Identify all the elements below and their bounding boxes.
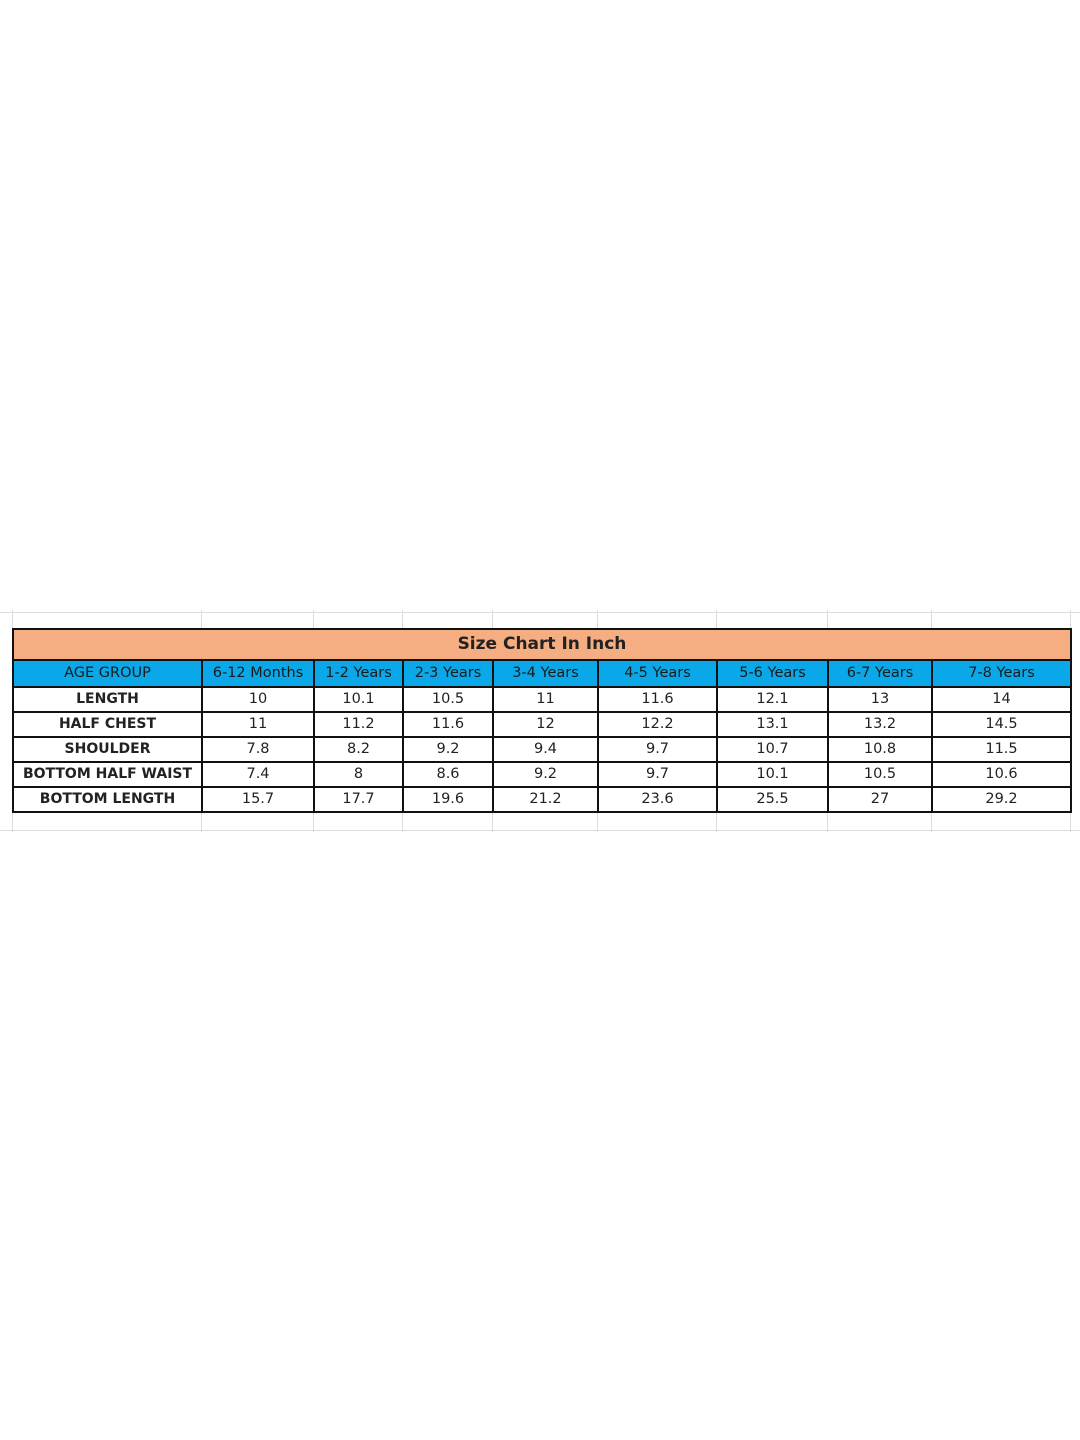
header-row: AGE GROUP 6-12 Months 1-2 Years 2-3 Years 3-… bbox=[12, 659, 1072, 688]
header-cell: 1-2 Years bbox=[313, 659, 404, 688]
table-cell: 11.5 bbox=[931, 736, 1072, 763]
table-cell: 7.4 bbox=[201, 761, 315, 788]
table-cell: 10 bbox=[201, 686, 315, 713]
table-cell: 10.5 bbox=[827, 761, 933, 788]
table-cell: 11 bbox=[492, 686, 599, 713]
header-age-group: AGE GROUP bbox=[12, 659, 203, 688]
table-cell: 12.2 bbox=[597, 711, 718, 738]
table-cell: 10.1 bbox=[716, 761, 829, 788]
table-cell: 11 bbox=[201, 711, 315, 738]
row-label: HALF CHEST bbox=[12, 711, 203, 738]
table-cell: 10.7 bbox=[716, 736, 829, 763]
table-row: BOTTOM LENGTH 15.7 17.7 19.6 21.2 23.6 25.5 27 2… bbox=[12, 786, 1072, 813]
table-cell: 25.5 bbox=[716, 786, 829, 813]
table-cell: 27 bbox=[827, 786, 933, 813]
table-cell: 11.2 bbox=[313, 711, 404, 738]
table-row: SHOULDER 7.8 8.2 9.2 9.4 9.7 10.7 10.8 11.5 bbox=[12, 736, 1072, 763]
table-cell: 14 bbox=[931, 686, 1072, 713]
table-cell: 12 bbox=[492, 711, 599, 738]
table-cell: 10.6 bbox=[931, 761, 1072, 788]
table-cell: 10.8 bbox=[827, 736, 933, 763]
table-row: BOTTOM HALF WAIST 7.4 8 8.6 9.2 9.7 10.1 10.5 10… bbox=[12, 761, 1072, 788]
table-cell: 11.6 bbox=[597, 686, 718, 713]
table-cell: 19.6 bbox=[402, 786, 494, 813]
table-cell: 9.2 bbox=[492, 761, 599, 788]
table-cell: 7.8 bbox=[201, 736, 315, 763]
table-cell: 9.2 bbox=[402, 736, 494, 763]
table-cell: 12.1 bbox=[716, 686, 829, 713]
header-cell: 6-7 Years bbox=[827, 659, 933, 688]
table-cell: 8.6 bbox=[402, 761, 494, 788]
table-cell: 9.7 bbox=[597, 761, 718, 788]
table-cell: 29.2 bbox=[931, 786, 1072, 813]
header-cell: 2-3 Years bbox=[402, 659, 494, 688]
table-cell: 13.2 bbox=[827, 711, 933, 738]
table-cell: 21.2 bbox=[492, 786, 599, 813]
header-cell: 7-8 Years bbox=[931, 659, 1072, 688]
row-label: LENGTH bbox=[12, 686, 203, 713]
table-cell: 10.5 bbox=[402, 686, 494, 713]
table-cell: 15.7 bbox=[201, 786, 315, 813]
size-chart-table: Size Chart In Inch AGE GROUP 6-12 Months 1… bbox=[12, 628, 1072, 813]
header-cell: 5-6 Years bbox=[716, 659, 829, 688]
table-cell: 9.7 bbox=[597, 736, 718, 763]
table-row: LENGTH 10 10.1 10.5 11 11.6 12.1 13 14 bbox=[12, 686, 1072, 713]
table-cell: 17.7 bbox=[313, 786, 404, 813]
table-cell: 14.5 bbox=[931, 711, 1072, 738]
table-row: HALF CHEST 11 11.2 11.6 12 12.2 13.1 13.2 14.5 bbox=[12, 711, 1072, 738]
row-label: SHOULDER bbox=[12, 736, 203, 763]
table-cell: 9.4 bbox=[492, 736, 599, 763]
table-title: Size Chart In Inch bbox=[12, 628, 1072, 661]
table-cell: 8 bbox=[313, 761, 404, 788]
table-cell: 11.6 bbox=[402, 711, 494, 738]
row-label: BOTTOM LENGTH bbox=[12, 786, 203, 813]
header-cell: 6-12 Months bbox=[201, 659, 315, 688]
header-cell: 3-4 Years bbox=[492, 659, 599, 688]
table-cell: 10.1 bbox=[313, 686, 404, 713]
table-cell: 23.6 bbox=[597, 786, 718, 813]
row-label: BOTTOM HALF WAIST bbox=[12, 761, 203, 788]
table-cell: 8.2 bbox=[313, 736, 404, 763]
title-row: Size Chart In Inch bbox=[12, 628, 1072, 661]
table-cell: 13 bbox=[827, 686, 933, 713]
table-cell: 13.1 bbox=[716, 711, 829, 738]
header-cell: 4-5 Years bbox=[597, 659, 718, 688]
